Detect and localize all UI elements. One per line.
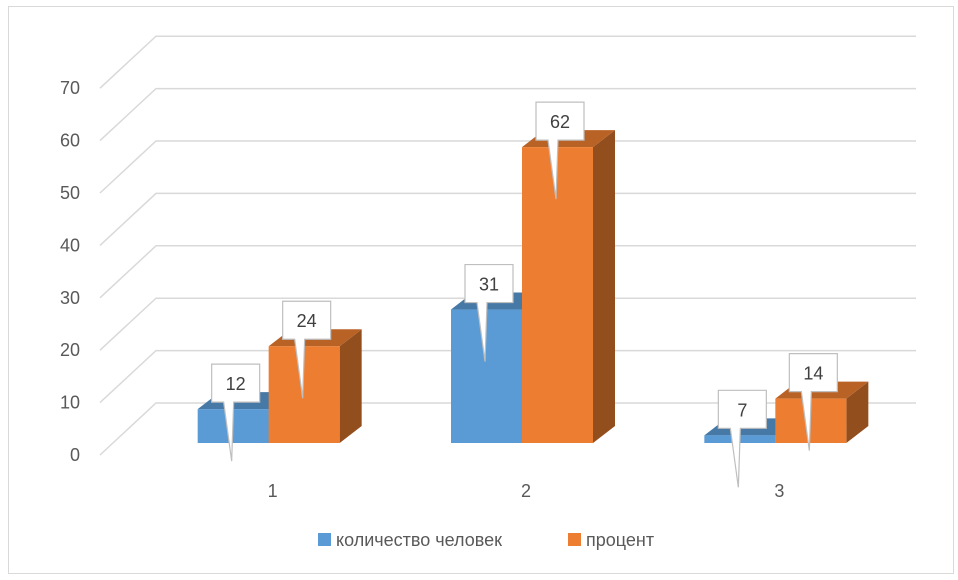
legend-label: количество человек [336, 530, 502, 550]
data-label-callout: 7 [717, 389, 767, 488]
gridline [99, 402, 916, 456]
data-label-callout: 31 [464, 263, 514, 362]
gridline [99, 140, 916, 194]
data-label: 62 [550, 112, 570, 132]
y-tick-label: 10 [60, 393, 80, 413]
bar-front-face [522, 147, 593, 443]
x-tick-label: 2 [521, 481, 531, 501]
legend-item: процент [568, 530, 654, 550]
data-label: 7 [737, 400, 747, 420]
y-tick-label: 60 [60, 131, 80, 151]
gridline [99, 35, 916, 89]
legend-label: процент [586, 530, 654, 550]
y-tick-label: 0 [70, 445, 80, 465]
data-label: 24 [297, 311, 317, 331]
data-label-box [464, 263, 514, 362]
gridline [99, 349, 916, 404]
data-label-callout: 62 [535, 101, 585, 200]
y-tick-label: 30 [60, 288, 80, 308]
bar-side-face [339, 329, 362, 443]
gridline [99, 192, 916, 246]
bar-side-face [846, 381, 869, 443]
legend-swatch [318, 533, 331, 546]
data-label-box [788, 353, 838, 451]
legend-item: количество человек [318, 530, 502, 550]
data-label-callout: 24 [282, 300, 332, 399]
gridlines [99, 35, 916, 456]
data-label-callout: 12 [211, 363, 261, 462]
y-tick-label: 70 [60, 78, 80, 98]
y-axis-ticks: 0 10 20 30 40 50 60 70 [60, 78, 80, 465]
data-label-box [535, 101, 585, 200]
bar-side-face [593, 130, 615, 443]
y-tick-label: 20 [60, 340, 80, 360]
x-tick-label: 1 [268, 481, 278, 501]
data-label-box [211, 363, 261, 462]
data-label-callout: 14 [788, 353, 838, 451]
bar [268, 329, 362, 443]
x-tick-label: 3 [774, 481, 784, 501]
data-label: 12 [226, 374, 246, 394]
gridline [99, 87, 916, 142]
bars [197, 130, 869, 443]
data-label: 31 [479, 275, 499, 295]
x-axis-ticks: 1 2 3 [268, 481, 785, 501]
legend-swatch [568, 533, 581, 546]
y-tick-label: 40 [60, 235, 80, 255]
legend: количество человек процент [318, 530, 654, 550]
data-label-box [282, 300, 332, 399]
data-label-box [717, 389, 767, 488]
gridline [99, 245, 916, 299]
bar [522, 130, 615, 443]
data-label: 14 [803, 364, 823, 384]
y-tick-label: 50 [60, 183, 80, 203]
gridline [99, 297, 916, 351]
data-labels: 12 24 31 62 7 14 [211, 101, 838, 488]
